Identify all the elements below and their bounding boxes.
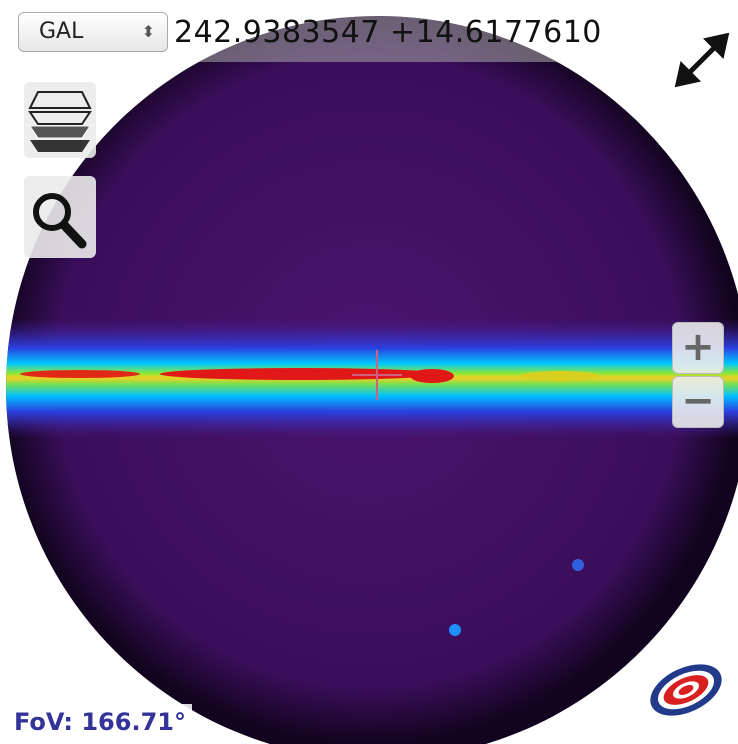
frame-value: GAL — [39, 19, 84, 44]
search-button[interactable] — [24, 176, 96, 258]
zoom-in[interactable]: + — [672, 322, 724, 374]
logo — [650, 664, 722, 716]
layers-button[interactable] — [24, 82, 96, 158]
fov-label: FoV: 166.71° — [12, 704, 192, 740]
frame-select[interactable]: GAL ⬍ — [18, 12, 168, 52]
zoom-out[interactable]: − — [672, 376, 724, 428]
fullscreen-button[interactable] — [674, 32, 730, 88]
select-arrows: ⬍ — [141, 22, 155, 41]
coordinates: 242.9383547 +14.6177610 — [174, 15, 602, 50]
